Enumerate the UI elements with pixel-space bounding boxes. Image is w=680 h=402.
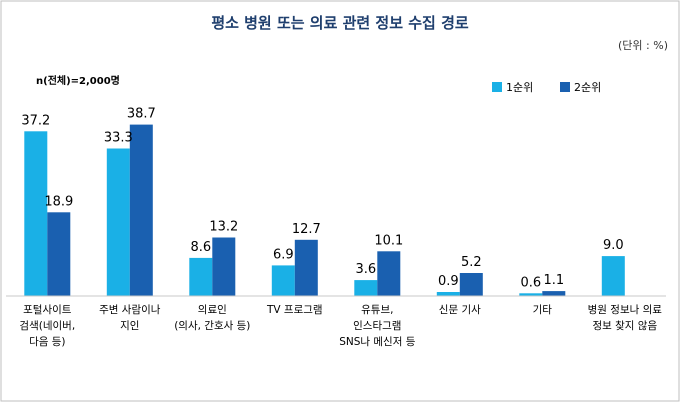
- sample-size-note: n(전체)=2,000명: [36, 74, 120, 87]
- category-label-4: TV 프로그램: [266, 304, 323, 316]
- bar-s1-c4: [271, 265, 295, 296]
- value-label-s2-c5: 10.1: [374, 233, 403, 248]
- value-label-s1-c4: 6.9: [273, 247, 294, 262]
- category-label-8: 병원 정보나 의료 정보 찾지 않음: [588, 304, 663, 332]
- value-label-s2-c4: 12.7: [292, 222, 321, 237]
- chart-title: 평소 병원 또는 의료 관련 정보 수집 경로: [211, 14, 469, 32]
- value-label-s2-c3: 13.2: [209, 220, 238, 235]
- category-label-3: 의료인 (의사, 간호사 등): [174, 304, 250, 332]
- legend-label-2: 2순위: [574, 81, 601, 94]
- bar-s1-c1: [24, 131, 48, 296]
- value-label-s2-c2: 38.7: [127, 107, 156, 122]
- category-labels-layer: 포털사이트 검색(네이버, 다음 등) 주변 사람이나 지인 의료인 (의사, 간호사 등)…: [19, 303, 662, 348]
- value-labels-layer: 37.2 18.9 33.3 38.7 8.6 13.2 6.9 12.7 3.6 10.1 0.9…: [21, 107, 623, 291]
- bar-s1-c5: [354, 280, 378, 296]
- bar-s1-c2: [106, 148, 130, 296]
- unit-label: (단위 : %): [618, 39, 668, 52]
- value-label-s2-c6: 5.2: [461, 255, 482, 270]
- value-label-s1-c7: 0.6: [520, 275, 541, 290]
- category-label-7: 기타: [533, 304, 553, 316]
- bar-s2-c2: [129, 124, 153, 296]
- value-label-s1-c5: 3.6: [355, 262, 376, 277]
- bar-s2-c7: [542, 291, 566, 296]
- category-label-1: 포털사이트 검색(네이버, 다음 등): [19, 304, 75, 348]
- legend-label-1: 1순위: [506, 81, 533, 94]
- bar-s2-c4: [294, 239, 318, 296]
- legend-swatch-2: [560, 82, 570, 92]
- legend: 1순위 2순위: [492, 81, 601, 94]
- value-label-s1-c6: 0.9: [438, 274, 459, 289]
- bar-s1-c6: [436, 292, 460, 296]
- bar-s2-c3: [212, 237, 236, 296]
- legend-swatch-1: [492, 82, 502, 92]
- value-label-s2-c1: 18.9: [44, 194, 73, 209]
- bar-s1-c3: [189, 257, 213, 296]
- category-label-2: 주변 사람이나 지인: [99, 303, 161, 332]
- value-label-s1-c1: 37.2: [21, 113, 50, 128]
- value-label-s2-c7: 1.1: [543, 273, 564, 288]
- bar-s1-c7: [519, 293, 543, 296]
- category-label-6: 신문 기사: [439, 304, 481, 316]
- category-label-5: 유튜브, 인스타그램 SNS나 메신저 등: [339, 304, 415, 348]
- value-label-s1-c3: 8.6: [190, 240, 211, 255]
- bar-s2-c1: [47, 212, 71, 296]
- bar-s2-c6: [459, 273, 483, 296]
- bar-s1-c8: [601, 256, 625, 296]
- bar-s2-c5: [377, 251, 401, 296]
- value-label-s1-c8: 9.0: [603, 238, 624, 253]
- value-label-s1-c2: 33.3: [104, 131, 133, 146]
- bars-layer: [24, 124, 625, 296]
